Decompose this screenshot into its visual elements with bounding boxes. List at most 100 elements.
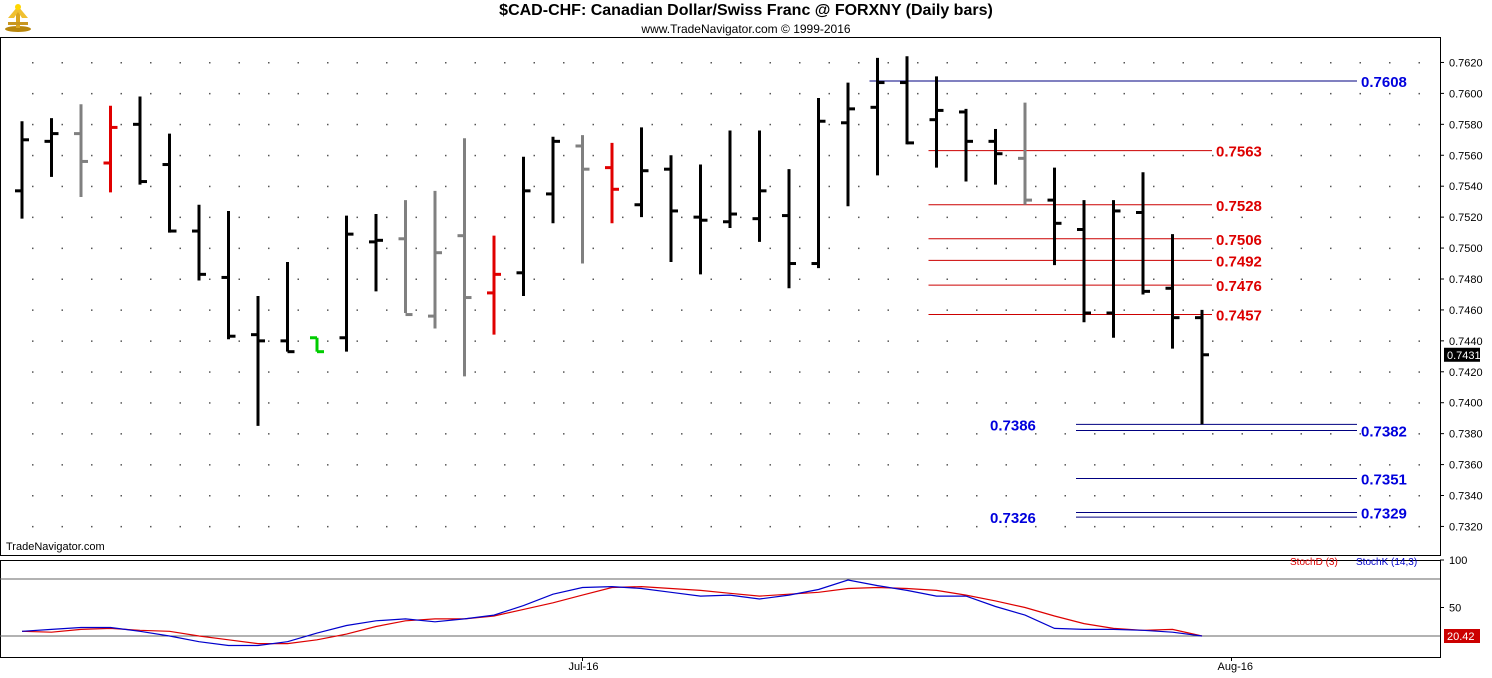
last-price-box: [1444, 347, 1480, 362]
grid-dot: [828, 371, 830, 373]
grid-dot: [1418, 247, 1420, 250]
grid-dot: [209, 154, 211, 157]
grid-dot: [1123, 92, 1125, 95]
grid-dot: [917, 154, 919, 157]
grid-dot: [887, 216, 889, 219]
grid-dot: [1330, 92, 1332, 95]
grid-dot: [769, 62, 771, 64]
grid-dot: [946, 62, 948, 64]
grid-dot: [1153, 340, 1155, 342]
grid-dot: [1271, 154, 1273, 157]
grid-dot: [268, 371, 270, 373]
grid-dot: [1153, 433, 1155, 435]
grid-dot: [120, 371, 122, 373]
grid-dot: [710, 62, 712, 64]
grid-dot: [209, 185, 211, 188]
grid-dot: [1271, 433, 1273, 435]
grid-dot: [681, 216, 683, 219]
grid-dot: [563, 371, 565, 373]
grid-dot: [1123, 402, 1125, 404]
grid-dot: [533, 464, 535, 466]
grid-dot: [327, 433, 329, 435]
ohlc-bar: [1195, 309, 1209, 425]
grid-dot: [1035, 371, 1037, 373]
grid-dot: [651, 495, 653, 497]
grid-dot: [1035, 123, 1037, 126]
grid-dot: [563, 247, 565, 250]
grid-dot: [238, 154, 240, 157]
grid-dot: [474, 525, 476, 528]
level-label-0.7326: 0.7326: [990, 510, 1036, 527]
grid-dot: [179, 278, 181, 280]
grid-dot: [1418, 92, 1420, 95]
grid-dot: [91, 309, 93, 311]
grid-dot: [327, 185, 329, 188]
grid-dot: [268, 123, 270, 126]
grid-dot: [799, 123, 801, 126]
grid-dot: [150, 433, 152, 435]
grid-dot: [917, 123, 919, 126]
grid-dot: [799, 62, 801, 64]
grid-dot: [415, 216, 417, 219]
grid-dot: [445, 525, 447, 528]
grid-dot: [1123, 495, 1125, 497]
grid-dot: [533, 278, 535, 280]
grid-dot: [1389, 62, 1391, 64]
grid-dot: [1418, 433, 1420, 435]
stoch-last-value-label: 20.42: [1447, 631, 1475, 643]
grid-dot: [120, 495, 122, 497]
grid-dot: [946, 464, 948, 466]
grid-dot: [563, 464, 565, 466]
grid-dot: [1094, 309, 1096, 311]
grid-dot: [858, 525, 860, 528]
grid-dot: [828, 495, 830, 497]
grid-dot: [533, 402, 535, 404]
grid-dot: [1212, 402, 1214, 404]
grid-dot: [1182, 92, 1184, 95]
grid-dot: [1212, 309, 1214, 311]
grid-dot: [946, 185, 948, 188]
ohlc-bar: [1106, 200, 1121, 338]
ohlc-bar: [251, 296, 265, 426]
grid-dot: [710, 185, 712, 188]
grid-dot: [1271, 402, 1273, 404]
grid-dot: [622, 464, 624, 466]
ohlc-bar: [841, 82, 855, 207]
grid-dot: [1064, 123, 1066, 126]
grid-dot: [681, 185, 683, 188]
grid-dot: [946, 216, 948, 219]
grid-dot: [474, 123, 476, 126]
grid-dot: [1271, 92, 1273, 95]
grid-dot: [1359, 62, 1361, 64]
grid-dot: [474, 340, 476, 342]
ohlc-bar: [221, 210, 236, 340]
grid-dot: [828, 433, 830, 435]
grid-dot: [887, 62, 889, 64]
grid-dot: [681, 309, 683, 311]
grid-dot: [533, 371, 535, 373]
grid-dot: [1300, 92, 1302, 95]
ohlc-bar: [133, 96, 147, 185]
grid-dot: [1182, 309, 1184, 311]
price-grid: [32, 62, 1420, 528]
grid-dot: [1389, 247, 1391, 250]
grid-dot: [563, 402, 565, 404]
grid-dot: [1094, 371, 1096, 373]
grid-dot: [917, 495, 919, 497]
grid-dot: [415, 371, 417, 373]
grid-dot: [651, 216, 653, 219]
grid-dot: [1212, 185, 1214, 188]
grid-dot: [445, 433, 447, 435]
grid-dot: [887, 185, 889, 188]
grid-dot: [1182, 433, 1184, 435]
grid-dot: [61, 340, 63, 342]
price-tick-label: 0.7320: [1449, 521, 1483, 533]
grid-dot: [179, 92, 181, 95]
grid-dot: [356, 247, 358, 250]
grid-dot: [828, 464, 830, 466]
grid-dot: [504, 371, 506, 373]
grid-dot: [150, 123, 152, 126]
grid-dot: [356, 62, 358, 64]
grid-dot: [887, 495, 889, 497]
ohlc-bar: [1018, 102, 1032, 205]
